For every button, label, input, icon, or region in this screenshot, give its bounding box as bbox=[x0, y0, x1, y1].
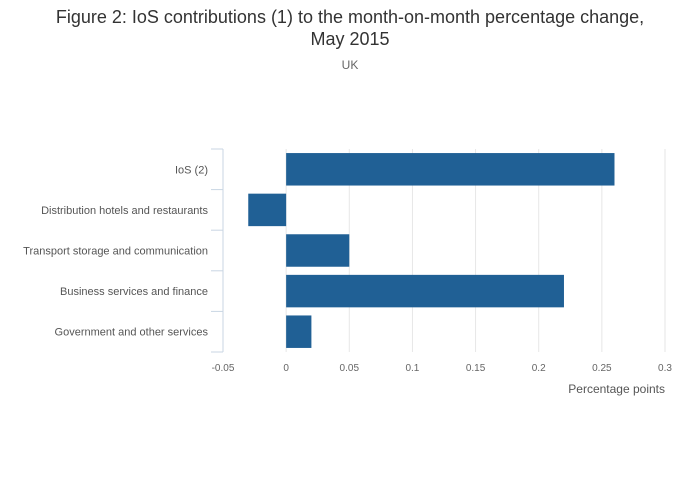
chart-title-line-2: May 2015 bbox=[310, 29, 390, 49]
x-tick-label-1: 0 bbox=[283, 363, 289, 374]
bar-3 bbox=[286, 274, 564, 308]
x-tick-label-7: 0.3 bbox=[658, 363, 672, 374]
x-tick-label-5: 0.2 bbox=[532, 363, 546, 374]
bar-0 bbox=[286, 153, 615, 186]
category-label-2: Transport storage and communication bbox=[23, 246, 208, 258]
x-tick-label-6: 0.25 bbox=[592, 363, 612, 374]
x-tick-label-0: -0.05 bbox=[212, 363, 235, 374]
chart-subtitle: UK bbox=[341, 58, 359, 72]
category-label-4: Government and other services bbox=[55, 327, 209, 339]
bar-4 bbox=[286, 315, 312, 348]
x-tick-label-4: 0.15 bbox=[466, 363, 486, 374]
category-label-3: Business services and finance bbox=[60, 286, 208, 298]
bar-1 bbox=[248, 193, 287, 227]
chart-title: Figure 2: IoS contributions (1) to the m… bbox=[0, 6, 700, 50]
bar-2 bbox=[286, 234, 350, 267]
chart-title-line-1: Figure 2: IoS contributions (1) to the m… bbox=[55, 7, 645, 27]
x-tick-label-3: 0.1 bbox=[405, 363, 419, 374]
category-label-1: Distribution hotels and restaurants bbox=[41, 205, 208, 217]
x-tick-label-2: 0.05 bbox=[340, 363, 360, 374]
category-label-0: IoS (2) bbox=[175, 164, 208, 176]
x-axis-title: Percentage points bbox=[568, 382, 665, 396]
